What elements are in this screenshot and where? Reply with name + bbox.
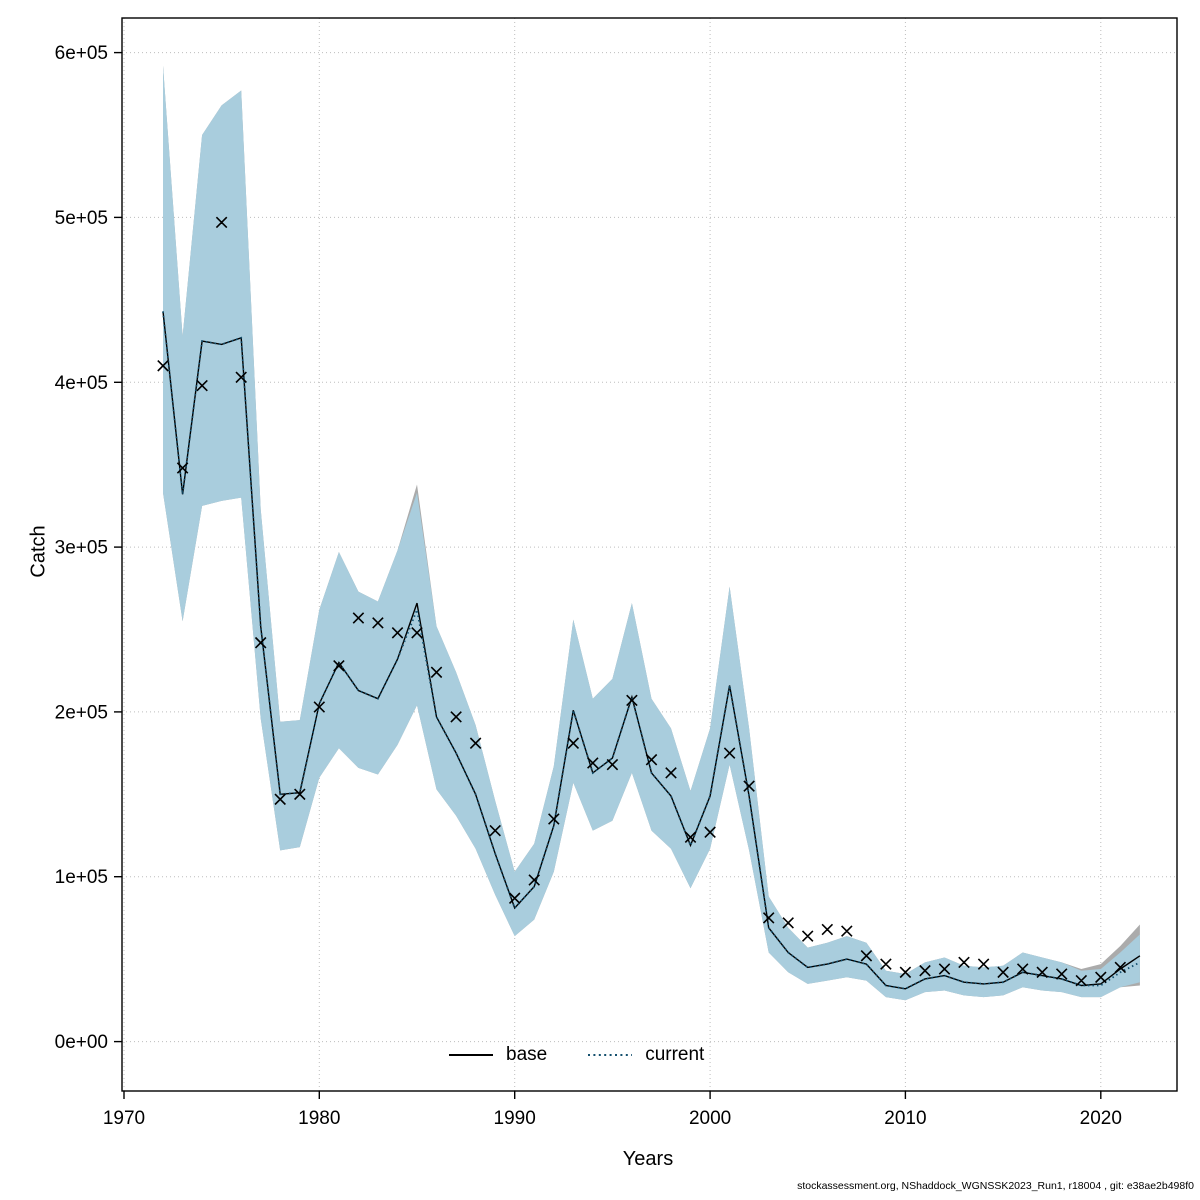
y-tick-label: 5e+05 [55, 208, 108, 229]
current-line-sample-icon [588, 1054, 633, 1056]
chart-legend: base current [448, 1044, 704, 1066]
base-line [162, 311, 1141, 990]
plot-border [121, 17, 1178, 1092]
base-line-sample-icon [449, 1054, 493, 1056]
x-tick-label: 1980 [298, 1108, 340, 1129]
legend-label-base: base [506, 1044, 548, 1065]
current-line [162, 311, 1141, 990]
confidence-band-base [163, 65, 1140, 1001]
footer-provenance-text: stockassessment.org, NShaddock_WGNSSK202… [797, 1180, 1194, 1192]
y-tick-label: 1e+05 [55, 867, 108, 888]
x-tick-label: 2010 [884, 1108, 926, 1129]
x-axis-label: Years [622, 1148, 674, 1170]
y-tick-label: 6e+05 [55, 43, 108, 64]
x-tick-label: 2000 [689, 1108, 731, 1129]
confidence-band-current [163, 65, 1140, 1001]
x-tick-label: 2020 [1080, 1108, 1122, 1129]
observation-markers [157, 216, 1127, 987]
y-tick-label: 4e+05 [55, 373, 108, 394]
x-tick-label: 1990 [494, 1108, 536, 1129]
legend-item-current: current [587, 1044, 704, 1066]
legend-label-current: current [645, 1044, 705, 1065]
y-tick-label: 3e+05 [55, 538, 108, 559]
y-axis-label: Catch [27, 525, 50, 578]
y-tick-label: 2e+05 [55, 702, 108, 723]
legend-item-base: base [448, 1044, 547, 1066]
y-tick-label: 0e+00 [55, 1032, 108, 1053]
x-tick-label: 1970 [103, 1108, 145, 1129]
